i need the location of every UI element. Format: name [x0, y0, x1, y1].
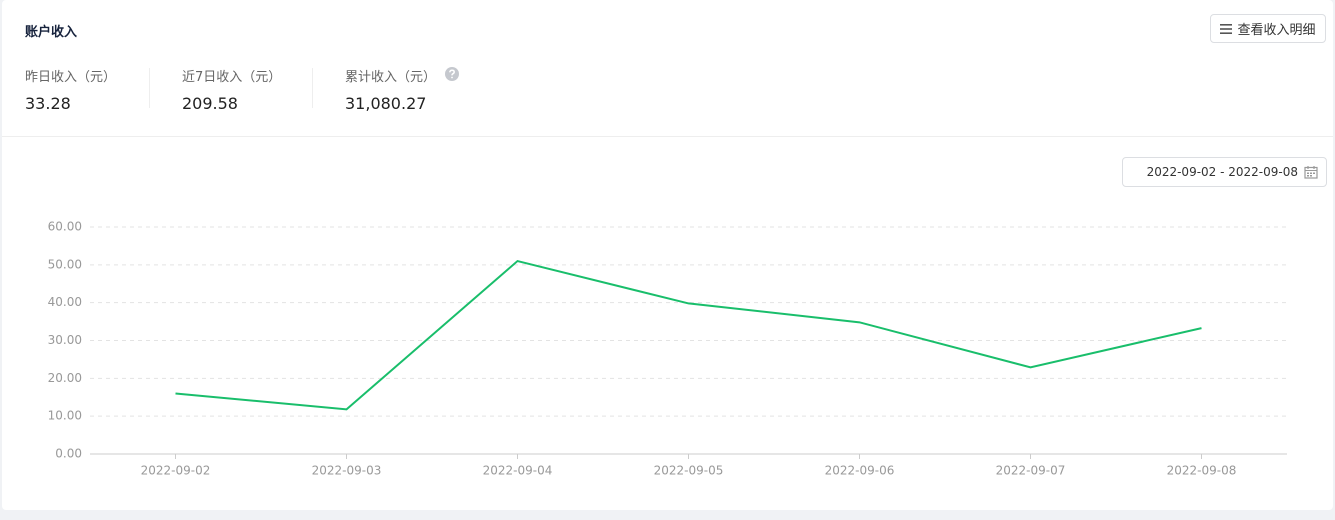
y-tick-label: 0.00 — [55, 447, 82, 461]
x-tick-label: 2022-09-07 — [996, 464, 1066, 478]
chart: 0.00 10.00 20.00 30.00 40.00 50.00 60.00 2022-0… — [48, 220, 1287, 478]
button-label: 查看收入明细 — [1237, 23, 1316, 38]
stat-label: 累计收入（元） — [345, 70, 437, 85]
divider — [2, 136, 1333, 137]
help-icon[interactable] — [445, 67, 459, 81]
stat-value: 31,080.27 — [345, 94, 427, 113]
x-tick-label: 2022-09-05 — [654, 464, 724, 478]
line — [175, 259, 1202, 411]
divider — [312, 68, 313, 108]
y-tick-label: 30.00 — [48, 333, 82, 347]
stat-value: 209.58 — [182, 94, 238, 113]
stat-label: 昨日收入（元） — [25, 70, 117, 85]
x-tick-label: 2022-09-03 — [312, 464, 382, 478]
detail-button[interactable]: 查看收入明细 — [1210, 14, 1326, 43]
x-tick-label: 2022-09-06 — [825, 464, 895, 478]
y-tick-label: 10.00 — [48, 409, 82, 423]
y-tick-label: 60.00 — [48, 220, 82, 234]
stat-label: 近7日收入（元） — [182, 70, 282, 85]
calendar-icon — [1304, 166, 1318, 179]
x-tick-label: 2022-09-04 — [483, 464, 553, 478]
menu-icon — [1220, 23, 1233, 34]
x-tick-label: 2022-09-08 — [1167, 464, 1237, 478]
y-tick-label: 40.00 — [48, 295, 82, 309]
date-picker[interactable]: 2022-09-02 - 2022-09-08 — [1122, 157, 1327, 187]
stat: 累计收入（元） 31,080.27 — [345, 66, 436, 113]
date-range: 2022-09-02 - 2022-09-08 — [1146, 165, 1298, 179]
y-tick-label: 20.00 — [48, 371, 82, 385]
card-title: 账户收入 — [25, 25, 78, 40]
stat: 近7日收入（元） 209.58 — [182, 66, 281, 113]
x-tick-label: 2022-09-02 — [141, 464, 211, 478]
stat: 昨日收入（元） 33.28 — [25, 66, 116, 113]
y-tick-label: 50.00 — [48, 257, 82, 271]
divider — [149, 68, 150, 108]
stat-value: 33.28 — [25, 94, 71, 113]
income-card: 账户收入 查看收入明细 昨日收入（元） 33.28 近7日收入（元） 209.58 … — [2, 0, 1333, 510]
